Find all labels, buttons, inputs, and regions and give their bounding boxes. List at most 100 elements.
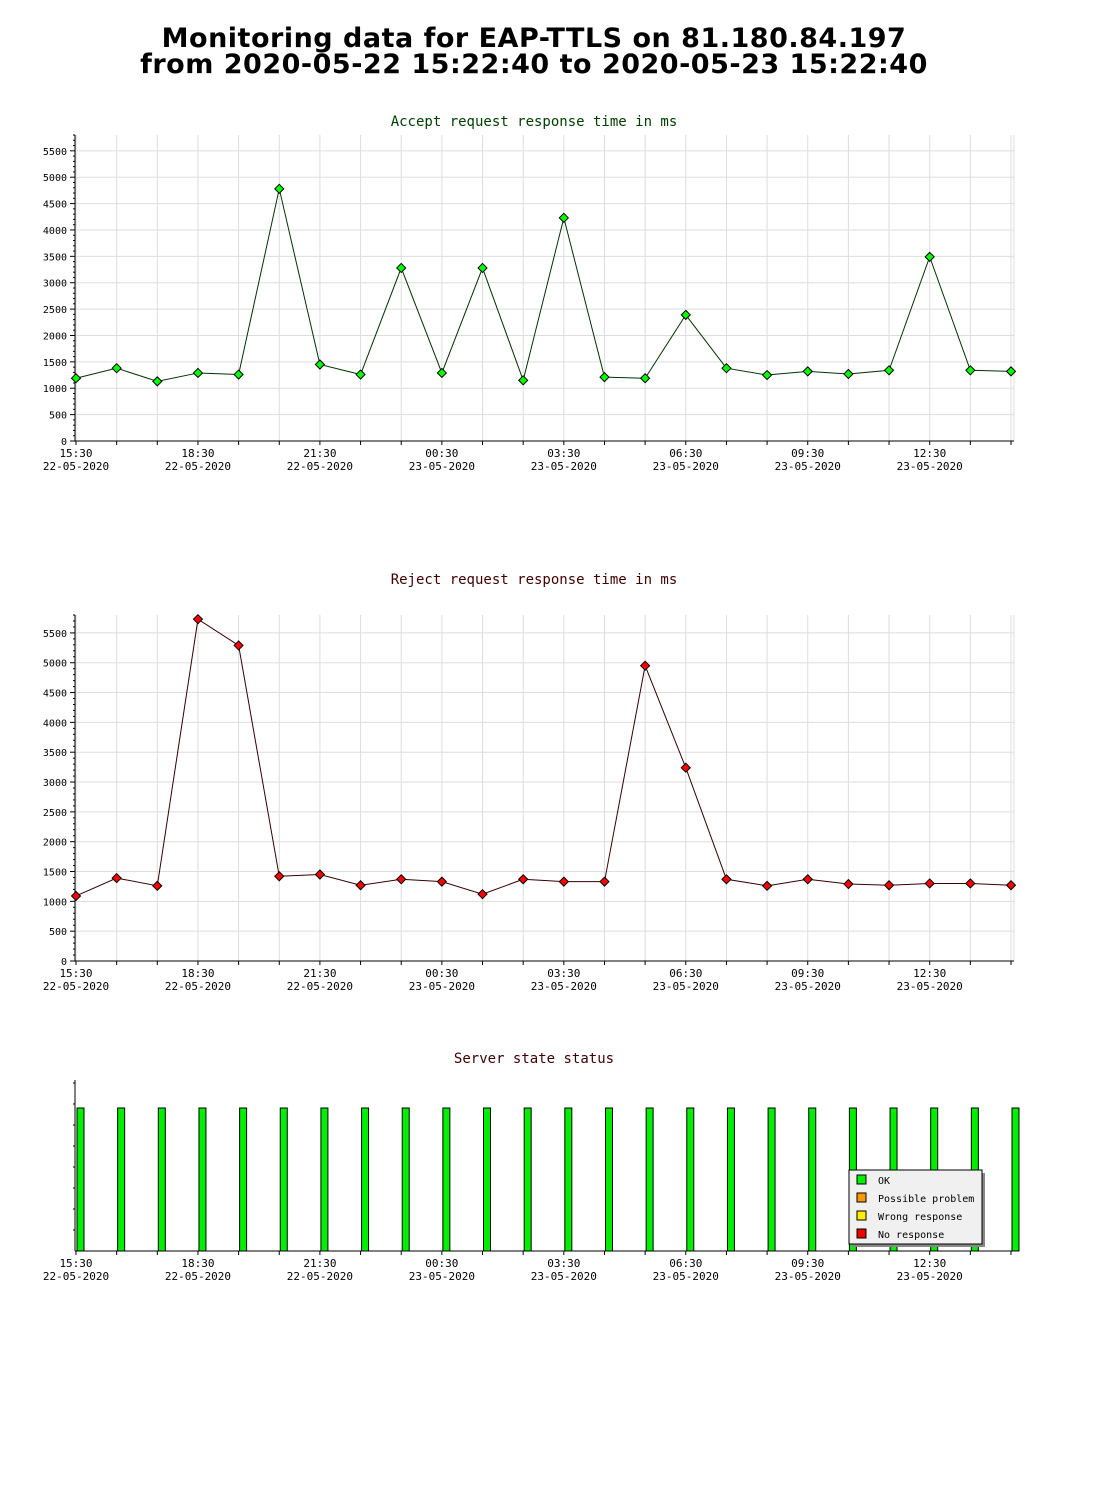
chart3-status-bar [686, 1107, 695, 1252]
chart2-data-point [192, 613, 204, 625]
chart1-data-point [558, 212, 570, 224]
chart2-series-line [75, 618, 1012, 897]
chart3-legend-swatch [856, 1174, 867, 1185]
chart2-x-tick-time-label: 03:30 [547, 967, 580, 980]
chart1-x-tick-date-label: 23-05-2020 [775, 460, 841, 473]
chart2-x-tick-time-label: 06:30 [669, 967, 702, 980]
chart1-y-tick-label: 1500 [43, 358, 67, 369]
chart2-x-tick-date-label: 22-05-2020 [165, 980, 231, 993]
chart1-data-point [965, 365, 976, 376]
chart1-x-tick-date-label: 22-05-2020 [43, 460, 109, 473]
chart1-x-tick-time-label: 03:30 [547, 447, 580, 460]
chart2-y-tick-label: 3500 [43, 748, 67, 759]
chart3-status-bar [320, 1107, 329, 1252]
chart1-data-point [517, 375, 529, 386]
chart1-y-tick-label: 500 [49, 411, 67, 422]
chart3-x-tick-time-label: 06:30 [669, 1257, 702, 1270]
chart1-data-point [152, 376, 163, 387]
chart2-y-tick-label: 2000 [43, 838, 67, 849]
chart1-y-tick-label: 2500 [43, 305, 67, 316]
chart2-x-tick-date-label: 23-05-2020 [531, 980, 597, 993]
chart3-x-tick-date-label: 22-05-2020 [287, 1270, 353, 1283]
chart3-legend-label: Wrong response [878, 1212, 962, 1223]
chart1-data-point [192, 367, 204, 379]
chart3-legend-swatch [856, 1192, 867, 1203]
chart1-data-point [233, 369, 244, 380]
chart1-x-tick-time-label: 15:30 [59, 447, 92, 460]
chart1-x-tick-time-label: 18:30 [181, 447, 214, 460]
chart2-x-tick-time-label: 18:30 [181, 967, 214, 980]
chart1-y-tick-label: 2000 [43, 331, 67, 342]
chart3-status-bar [442, 1107, 451, 1252]
chart1-x-tick-time-label: 09:30 [791, 447, 824, 460]
chart2-x-tick-time-label: 15:30 [59, 967, 92, 980]
chart1-data-point [721, 362, 732, 374]
chart2-data-point [965, 878, 976, 889]
chart2-x-tick-time-label: 12:30 [913, 967, 946, 980]
chart1-data-point [355, 369, 366, 380]
chart1-x-tick-time-label: 00:30 [425, 447, 458, 460]
chart1-y-tick-label: 0 [61, 437, 67, 448]
chart2-x-tick-date-label: 23-05-2020 [775, 980, 841, 993]
page-title-line2: from 2020-05-22 15:22:40 to 2020-05-23 1… [140, 49, 928, 80]
chart3-x-tick-date-label: 23-05-2020 [409, 1270, 475, 1283]
chart3-status-bar [604, 1107, 613, 1252]
chart2-data-point [314, 869, 326, 880]
chart2-x-tick-time-label: 21:30 [303, 967, 336, 980]
chart2-x-tick-date-label: 22-05-2020 [287, 980, 353, 993]
chart1-y-tick-label: 4500 [43, 200, 67, 211]
chart2-data-point [233, 640, 244, 651]
chart2-x-tick-date-label: 23-05-2020 [653, 980, 719, 993]
chart3-status-bar [279, 1107, 288, 1252]
chart2-y-tick-label: 3000 [43, 778, 67, 789]
chart3-x-tick-date-label: 23-05-2020 [897, 1270, 963, 1283]
chart1-data-point [924, 251, 935, 263]
chart3-x-tick-time-label: 18:30 [181, 1257, 214, 1270]
chart1-series-line [75, 188, 1012, 383]
chart2-data-point [517, 874, 529, 885]
chart1-data-point [680, 309, 691, 321]
chart1-data-point [274, 183, 285, 195]
chart1-x-tick-date-label: 23-05-2020 [531, 460, 597, 473]
chart3-x-tick-time-label: 12:30 [913, 1257, 946, 1270]
chart1-y-tick-label: 4000 [43, 226, 67, 237]
chart3-legend-swatch [856, 1228, 867, 1239]
chart1-x-tick-date-label: 22-05-2020 [165, 460, 231, 473]
chart1-data-point [477, 262, 488, 274]
chart2-y-tick-label: 0 [61, 957, 67, 968]
chart1-data-point [639, 373, 651, 384]
chart1-data-point [802, 366, 813, 377]
chart3-status-bar [523, 1107, 532, 1252]
chart2-data-point [152, 880, 163, 892]
chart3-x-tick-date-label: 22-05-2020 [43, 1270, 109, 1283]
chart1-data-point [761, 369, 773, 381]
chart3-x-tick-date-label: 23-05-2020 [775, 1270, 841, 1283]
chart1-y-tick-label: 3000 [43, 279, 67, 290]
chart3-status-bar [157, 1107, 166, 1252]
chart2-x-tick-date-label: 23-05-2020 [897, 980, 963, 993]
chart2-data-point [843, 878, 854, 890]
chart2-y-tick-label: 4500 [43, 689, 67, 700]
chart2-y-tick-label: 1500 [43, 868, 67, 879]
chart3-legend-label: OK [878, 1176, 890, 1187]
chart3-legend-box [848, 1169, 983, 1245]
chart3-x-tick-time-label: 15:30 [59, 1257, 92, 1270]
chart2-data-point [680, 762, 691, 773]
chart1-y-tick-label: 3500 [43, 252, 67, 263]
chart3-status-bar [361, 1107, 370, 1252]
chart2-data-point [436, 876, 448, 887]
chart3-title: Server state status [454, 1051, 614, 1067]
chart2-x-tick-date-label: 22-05-2020 [43, 980, 109, 993]
chart3-status-bar [808, 1107, 817, 1252]
chart1-data-point [396, 262, 407, 274]
chart3-status-bar [483, 1107, 492, 1252]
chart2-y-tick-label: 1000 [43, 897, 67, 908]
chart1-data-point [314, 359, 326, 370]
chart2-data-point [761, 880, 773, 892]
chart2-x-tick-time-label: 09:30 [791, 967, 824, 980]
chart1-x-tick-time-label: 21:30 [303, 447, 336, 460]
chart2-y-tick-label: 500 [49, 927, 67, 938]
chart3-status-bar [76, 1107, 85, 1252]
chart3-x-tick-time-label: 00:30 [425, 1257, 458, 1270]
chart3-status-bar [726, 1107, 735, 1252]
